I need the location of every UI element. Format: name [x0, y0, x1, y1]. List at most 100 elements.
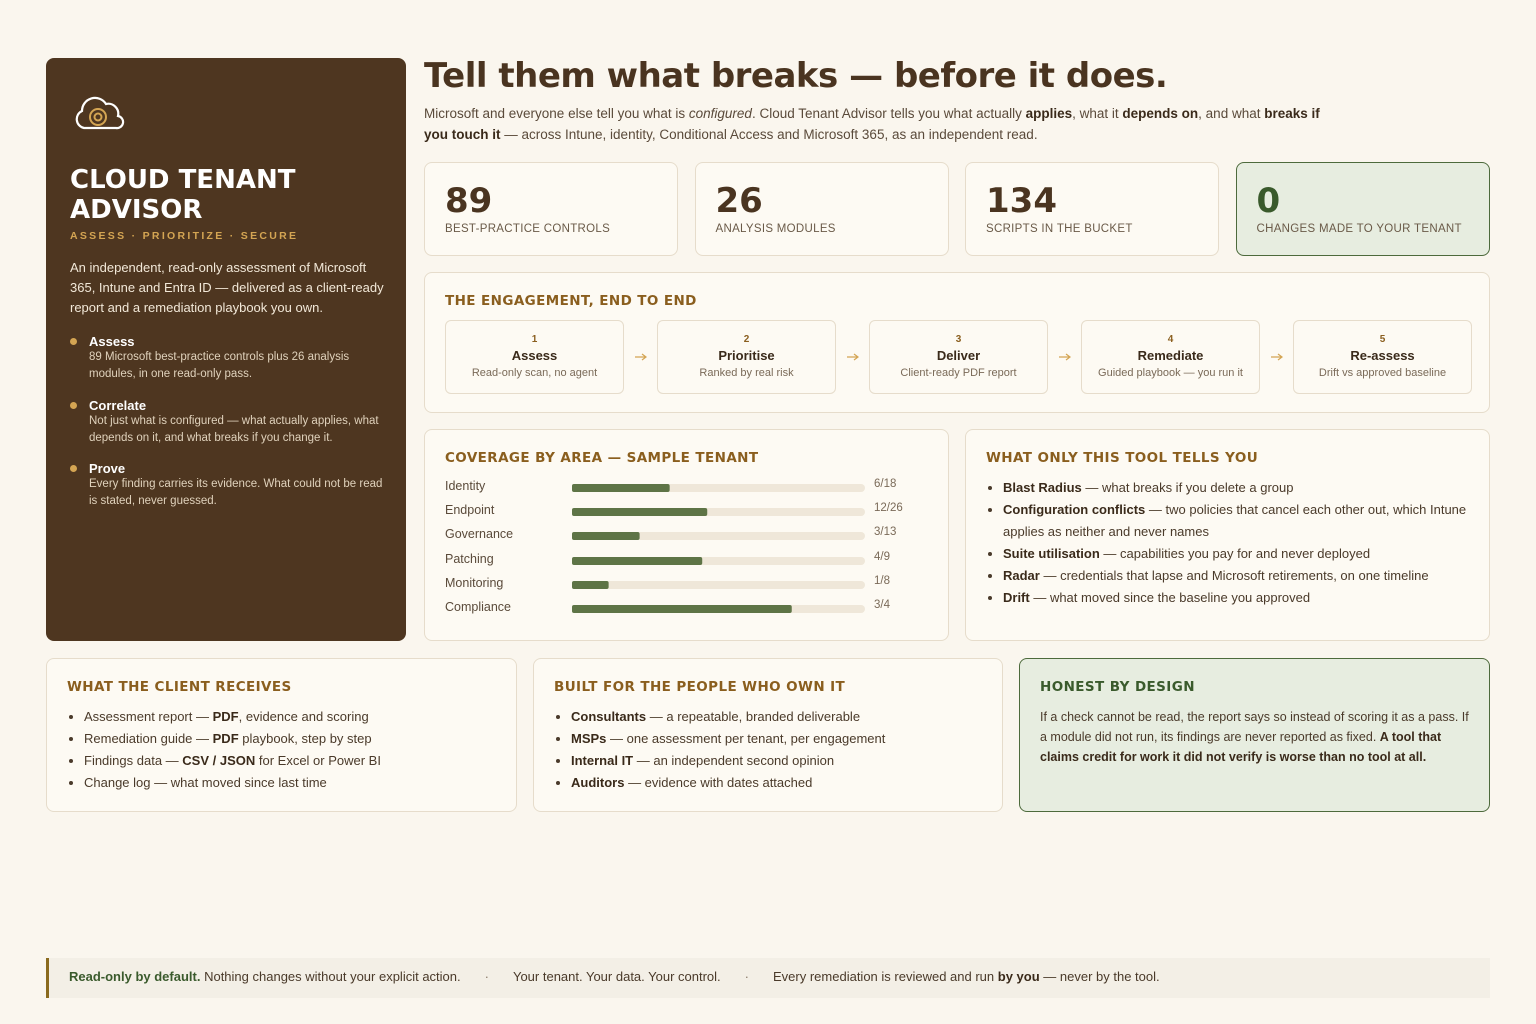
bar [572, 556, 703, 565]
step-note: Drift vs approved baseline [1318, 367, 1447, 379]
lede: Microsoft and everyone else tell you wha… [424, 103, 1324, 145]
area-label: Monitoring [445, 575, 504, 590]
footer-part: Every remediation is reviewed and run by… [773, 969, 1160, 984]
step-name: Deliver [936, 348, 981, 363]
text-run: — capabilities you pay for and never dep… [1099, 546, 1371, 561]
bar [572, 580, 609, 589]
point-title: Assess [70, 334, 390, 349]
step-note: Read-only scan, no agent [471, 367, 598, 379]
text-run: . Cloud Tenant Advisor tells you what ac… [751, 106, 1026, 121]
text-run: Consultants [571, 709, 647, 724]
logo [75, 96, 125, 130]
section-title: THE ENGAGEMENT, END TO END [445, 293, 697, 309]
step-note: Client-ready PDF report [900, 367, 1017, 379]
list-item: Remediation guide — PDF playbook, step b… [84, 728, 381, 750]
arrow [1271, 353, 1283, 361]
point-text: Every finding carries its evidence. What… [89, 478, 383, 507]
arrow [635, 353, 647, 361]
stat-value: 89 [445, 181, 493, 221]
text-run: — across Intune, identity, Conditional A… [500, 127, 1038, 142]
text-run: , evidence and scoring [238, 709, 369, 724]
step-name: Re-assess [1350, 348, 1415, 363]
text-run: Configuration conflicts [1003, 502, 1146, 517]
step: 2 Prioritise Ranked by real risk [657, 320, 836, 394]
text-run: Auditors [571, 775, 625, 790]
section-title: WHAT ONLY THIS TOOL TELLS YOU [986, 450, 1259, 466]
stat-value: 26 [715, 181, 763, 221]
track [572, 580, 865, 589]
area-label: Patching [445, 551, 494, 566]
unique: WHAT ONLY THIS TOOL TELLS YOU Blast Radi… [965, 429, 1490, 641]
stat-card: 26 ANALYSIS MODULES [694, 162, 949, 256]
arrow [1059, 353, 1071, 361]
text-run: Drift [1003, 590, 1030, 605]
ratio-label: 3/13 [874, 526, 897, 539]
footer-part: Read-only by default. Nothing changes wi… [69, 969, 461, 984]
list-item: MSPs — one assessment per tenant, per en… [571, 728, 885, 750]
stat-card: 0 CHANGES MADE TO YOUR TENANT [1235, 162, 1490, 256]
stat-label: ANALYSIS MODULES [715, 223, 836, 235]
text-run: , what it [1072, 106, 1123, 121]
text-run: — what breaks if you delete a group [1081, 480, 1294, 495]
point-title: Prove [70, 461, 390, 476]
area-label: Governance [445, 527, 514, 542]
bar-track [572, 605, 865, 613]
step: 1 Assess Read-only scan, no agent [445, 320, 624, 394]
bar-track [572, 484, 865, 492]
text-run: — a repeatable, branded deliverable [646, 709, 861, 724]
text-run: for Excel or Power BI [255, 753, 381, 768]
text-run: Suite utilisation [1003, 546, 1100, 561]
stat-label: SCRIPTS IN THE BUCKET [986, 223, 1133, 235]
bar [572, 484, 670, 492]
list-item: Internal IT — an independent second opin… [571, 750, 885, 772]
step-name: Assess [511, 348, 558, 363]
separator: · [484, 969, 489, 984]
section-title: HONEST BY DESIGN [1040, 679, 1195, 695]
step-name: Prioritise [718, 348, 775, 363]
headline: Tell them what breaks — before it does. [424, 56, 1168, 96]
section-title: COVERAGE BY AREA — SAMPLE TENANT [445, 450, 759, 466]
list-item: Findings data — CSV / JSON for Excel or … [84, 750, 381, 772]
text-run: Blast Radius [1003, 480, 1082, 495]
coverage-row: Governance 3/13 [445, 526, 925, 547]
tagline: ASSESS · PRIORITIZE · SECURE [70, 230, 299, 242]
list-item: Configuration conflicts — two policies t… [1003, 499, 1476, 543]
list-item: Assessment report — PDF, evidence and sc… [84, 706, 381, 728]
text: If a check cannot be read, the report sa… [1040, 707, 1470, 767]
text-run: PDF [212, 731, 239, 746]
sidebar-point: Assess 89 Microsoft best-practice control… [70, 334, 390, 383]
point-title: Correlate [70, 398, 390, 413]
step: 5 Re-assess Drift vs approved baseline [1293, 320, 1472, 394]
arrow [847, 353, 859, 361]
text-run: depends on [1122, 106, 1199, 121]
intro: An independent, read-only assessment of … [70, 260, 384, 315]
list-item: Blast Radius — what breaks if you delete… [1003, 477, 1476, 499]
text-run: CSV / JSON [182, 753, 256, 768]
engagement: THE ENGAGEMENT, END TO END 1 Assess Read-o… [424, 272, 1490, 413]
text-run: playbook, step by step [238, 731, 372, 746]
coverage-row: Identity 6/18 [445, 478, 925, 499]
step-note: Guided playbook — you run it [1098, 367, 1243, 379]
text-run: Radar [1003, 568, 1040, 583]
coverage-row: Compliance 3/4 [445, 599, 925, 620]
step-number: 3 [955, 334, 962, 345]
footer-part: Your tenant. Your data. Your control. [513, 969, 721, 984]
text-run: — never by the tool. [1039, 969, 1160, 984]
stat-label: CHANGES MADE TO YOUR TENANT [1256, 223, 1462, 235]
list: Assessment report — PDF, evidence and sc… [67, 706, 381, 794]
list-item: Change log — what moved since last time [84, 772, 381, 794]
list: Consultants — a repeatable, branded deli… [554, 706, 885, 794]
step-number: 2 [743, 334, 750, 345]
separator: · [744, 969, 750, 984]
receives: WHAT THE CLIENT RECEIVES Assessment repo… [46, 658, 517, 812]
text-run: If a check cannot be read, the report sa… [1040, 710, 1469, 744]
coverage: COVERAGE BY AREA — SAMPLE TENANT Identit… [424, 429, 949, 641]
bar-track [572, 508, 865, 517]
list: Blast Radius — what breaks if you delete… [986, 477, 1476, 609]
coverage-row: Monitoring 1/8 [445, 575, 925, 596]
point-text: Not just what is configured — what actua… [89, 415, 379, 444]
text-run: A tool that claims credit for work it di… [1040, 730, 1442, 764]
ratio-label: 12/26 [874, 502, 903, 515]
coverage-row: Endpoint 12/26 [445, 502, 925, 523]
